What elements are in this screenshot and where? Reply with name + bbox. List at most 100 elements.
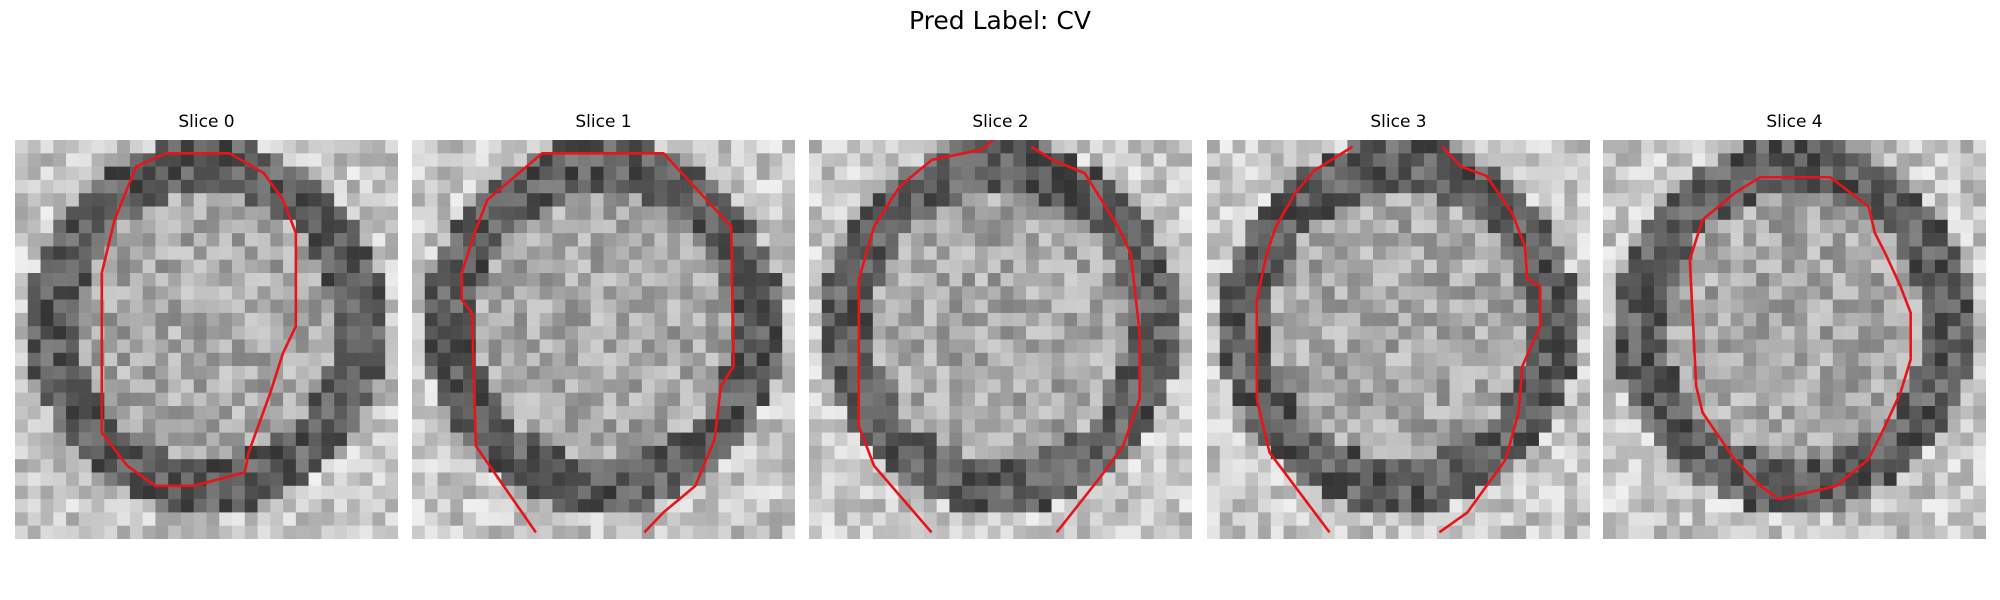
pixel <box>1807 432 1821 447</box>
pixel <box>680 499 694 513</box>
pixel <box>1564 179 1578 194</box>
pixel <box>782 206 795 221</box>
pixel <box>514 273 528 287</box>
pixel <box>577 326 591 340</box>
pixel <box>321 259 335 274</box>
pixel <box>1807 312 1821 327</box>
pixel <box>155 206 169 221</box>
pixel <box>1794 326 1808 340</box>
pixel <box>1179 352 1192 367</box>
pixel <box>321 326 335 340</box>
pixel <box>1705 459 1719 473</box>
pixel <box>1089 166 1103 181</box>
pixel <box>1360 419 1374 433</box>
pixel <box>180 339 194 354</box>
pixel <box>1909 246 1923 260</box>
pixel <box>692 379 706 393</box>
pixel <box>1334 499 1348 513</box>
pixel <box>590 512 604 526</box>
pixel <box>1179 432 1192 447</box>
pixel <box>1896 259 1910 274</box>
pixel <box>308 379 322 393</box>
pixel <box>743 153 757 167</box>
pixel <box>206 512 220 526</box>
pixel <box>346 219 360 234</box>
pixel <box>1973 419 1986 433</box>
pixel <box>1871 485 1885 500</box>
pixel <box>283 140 297 154</box>
pixel <box>1743 406 1757 420</box>
pixel <box>1475 273 1489 287</box>
pixel <box>1717 339 1731 354</box>
pixel <box>1756 339 1770 354</box>
pixel <box>437 219 451 234</box>
pixel <box>1794 512 1808 526</box>
pixel <box>78 352 92 367</box>
pixel <box>949 352 963 367</box>
pixel <box>66 352 80 367</box>
pixel <box>1462 206 1476 221</box>
pixel <box>1385 472 1399 487</box>
pixel <box>809 339 823 354</box>
pixel <box>974 326 988 340</box>
pixel <box>1270 406 1284 420</box>
pixel <box>1641 392 1655 407</box>
pixel <box>206 299 220 314</box>
pixel <box>834 233 848 247</box>
pixel <box>1462 312 1476 327</box>
pixel <box>1436 352 1450 367</box>
pixel <box>501 246 515 260</box>
pixel <box>603 273 617 287</box>
pixel <box>718 179 732 194</box>
pixel <box>1385 193 1399 207</box>
pixel <box>1449 485 1463 500</box>
pixel <box>1730 392 1744 407</box>
pixel <box>731 472 745 487</box>
pixel <box>1077 432 1091 447</box>
pixel <box>1051 166 1065 181</box>
pixel <box>1128 233 1142 247</box>
pixel <box>1654 273 1668 287</box>
pixel <box>1411 419 1425 433</box>
pixel <box>1551 153 1565 167</box>
pixel <box>552 432 566 447</box>
pixel <box>488 445 502 460</box>
pixel <box>1858 419 1872 433</box>
pixel <box>346 406 360 420</box>
pixel <box>488 485 502 500</box>
pixel <box>987 499 1001 513</box>
pixel <box>1973 485 1986 500</box>
pixel <box>1500 219 1514 234</box>
pixel <box>809 525 823 539</box>
pixel <box>641 233 655 247</box>
pixel <box>809 153 823 167</box>
pixel <box>359 366 373 380</box>
pixel <box>847 485 861 500</box>
pixel <box>923 312 937 327</box>
pixel <box>616 312 630 327</box>
pixel <box>769 179 783 194</box>
pixel <box>860 273 874 287</box>
pixel <box>1883 326 1897 340</box>
pixel <box>1475 219 1489 234</box>
pixel <box>1000 525 1014 539</box>
pixel <box>769 352 783 367</box>
pixel <box>667 392 681 407</box>
pixel <box>501 419 515 433</box>
pixel <box>1153 219 1167 234</box>
pixel <box>206 312 220 327</box>
pixel <box>1794 246 1808 260</box>
pixel <box>1102 445 1116 460</box>
pixel <box>565 140 579 154</box>
pixel <box>590 326 604 340</box>
pixel <box>821 406 835 420</box>
pixel <box>1245 379 1259 393</box>
pixel <box>1883 499 1897 513</box>
pixel <box>1398 286 1412 300</box>
pixel <box>78 179 92 194</box>
pixel <box>654 472 668 487</box>
pixel <box>1462 259 1476 274</box>
pixel <box>641 246 655 260</box>
pixel <box>577 459 591 473</box>
pixel <box>1089 406 1103 420</box>
